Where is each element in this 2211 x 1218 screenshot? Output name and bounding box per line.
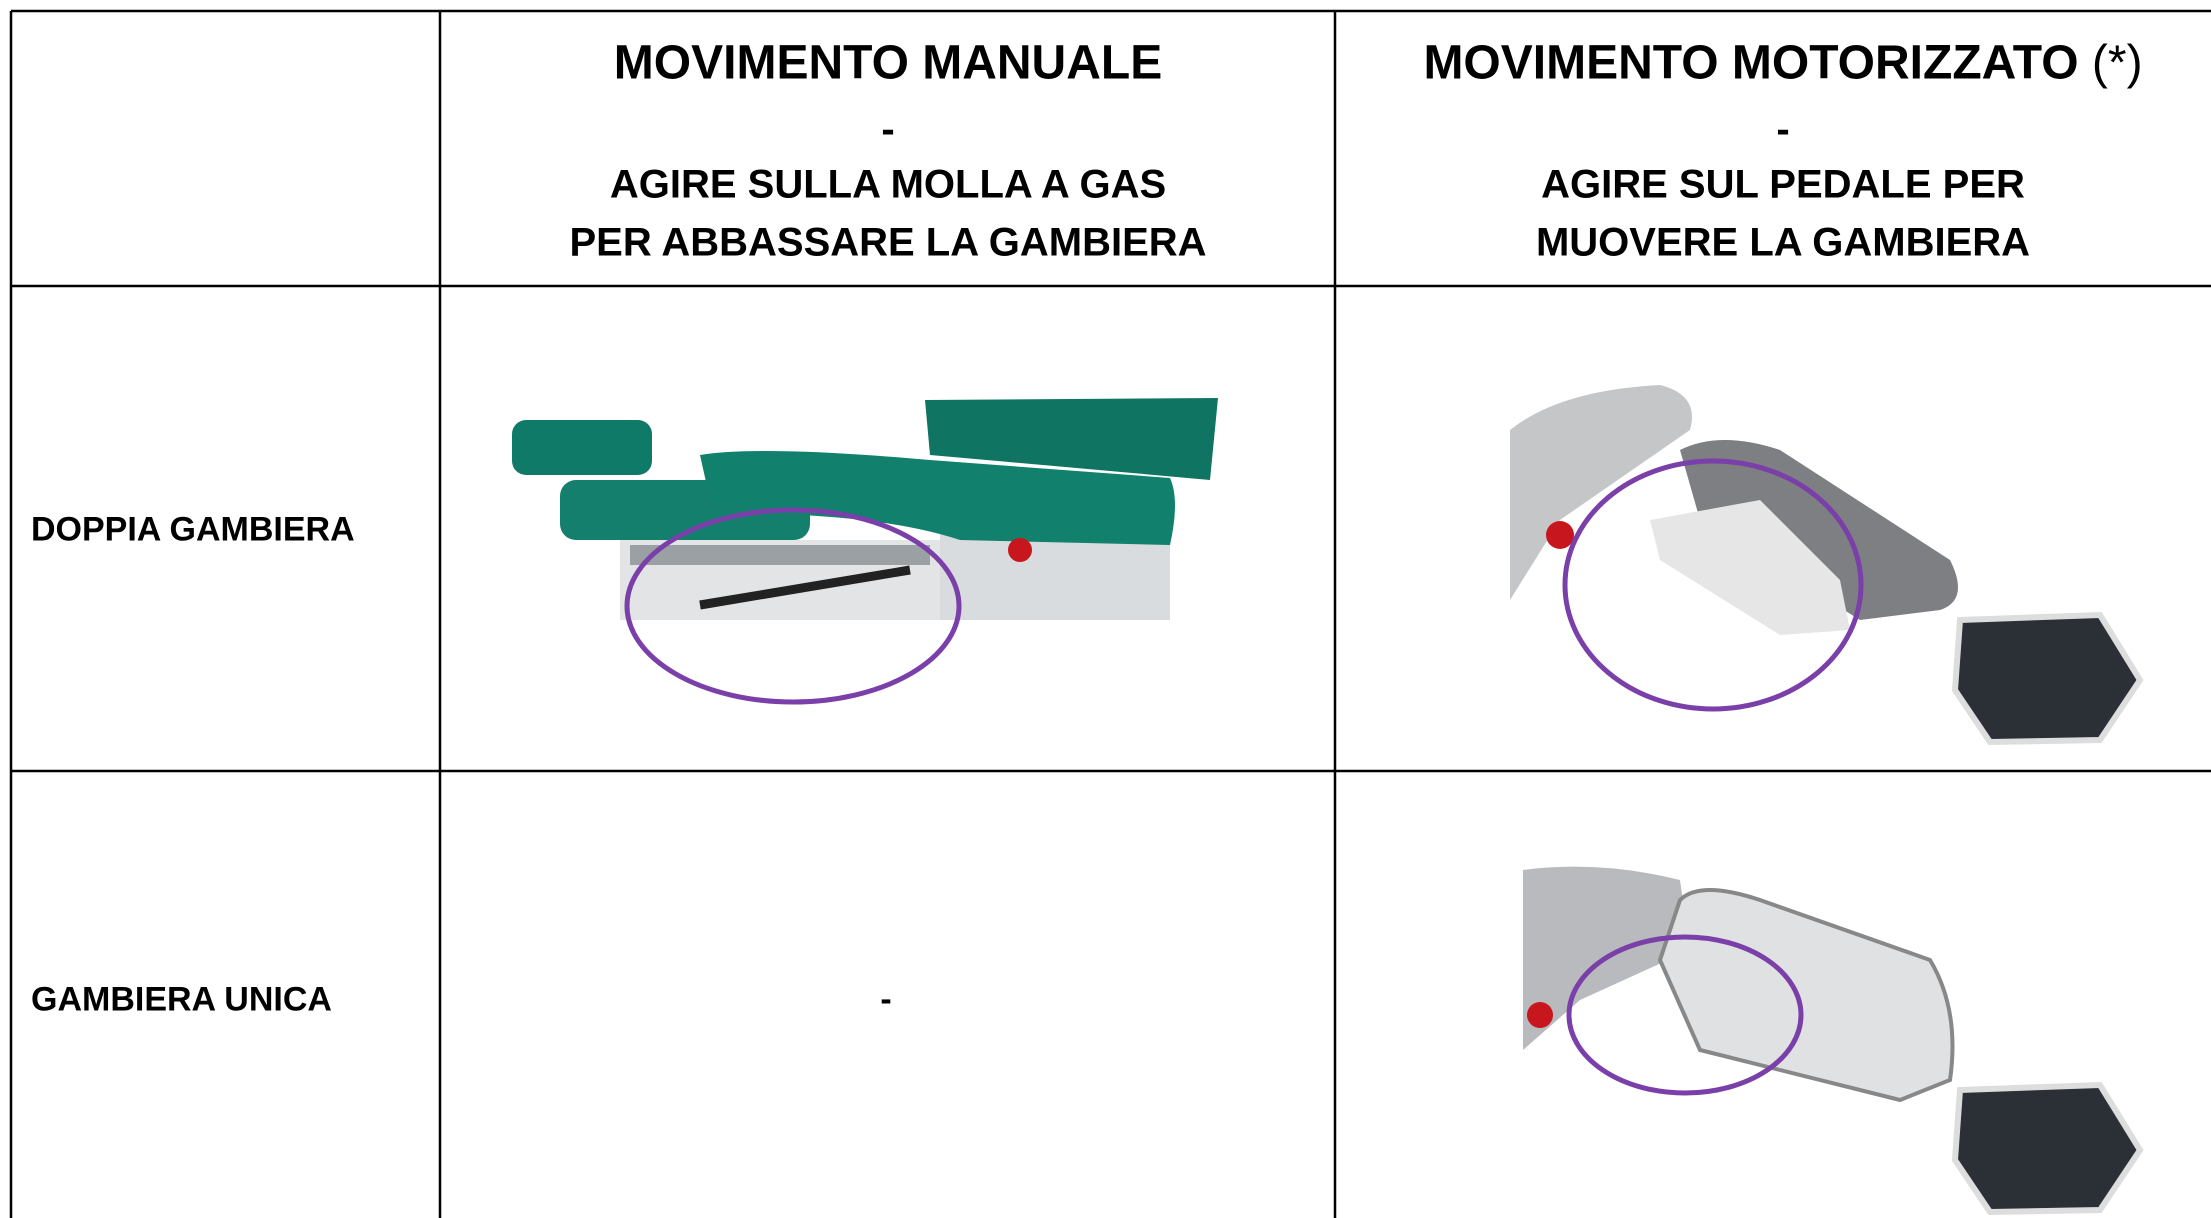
table-grid	[9, 9, 2211, 1218]
separator: -	[881, 107, 895, 152]
title-note: (*)	[2091, 36, 2143, 90]
row-label: DOPPIA GAMBIERA	[31, 510, 355, 549]
column-description: PER ABBASSARE LA GAMBIERA	[569, 220, 1207, 265]
separator: -	[1776, 107, 1790, 152]
row-label: GAMBIERA UNICA	[31, 980, 332, 1019]
motorized-image-double	[1510, 385, 2144, 746]
column-title-wrap: MOVIMENTO MOTORIZZATO (*)	[1423, 36, 2142, 91]
motorized-image-single	[1523, 866, 2144, 1216]
column-description: AGIRE SUL PEDALE PER	[1541, 162, 2025, 207]
empty-cell: -	[880, 980, 892, 1019]
manual-image	[512, 398, 1218, 705]
column-title: MOVIMENTO MANUALE	[613, 36, 1163, 90]
column-description: MUOVERE LA GAMBIERA	[1535, 220, 2031, 265]
column-description: AGIRE SULLA MOLLA A GAS	[609, 162, 1167, 207]
column-title: MOVIMENTO MOTORIZZATO	[1423, 36, 2079, 90]
